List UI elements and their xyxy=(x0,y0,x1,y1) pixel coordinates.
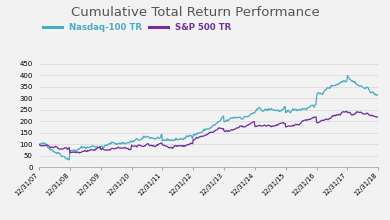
Legend: Nasdaq-100 TR, S&P 500 TR: Nasdaq-100 TR, S&P 500 TR xyxy=(43,23,231,32)
Text: Cumulative Total Return Performance: Cumulative Total Return Performance xyxy=(71,6,319,18)
